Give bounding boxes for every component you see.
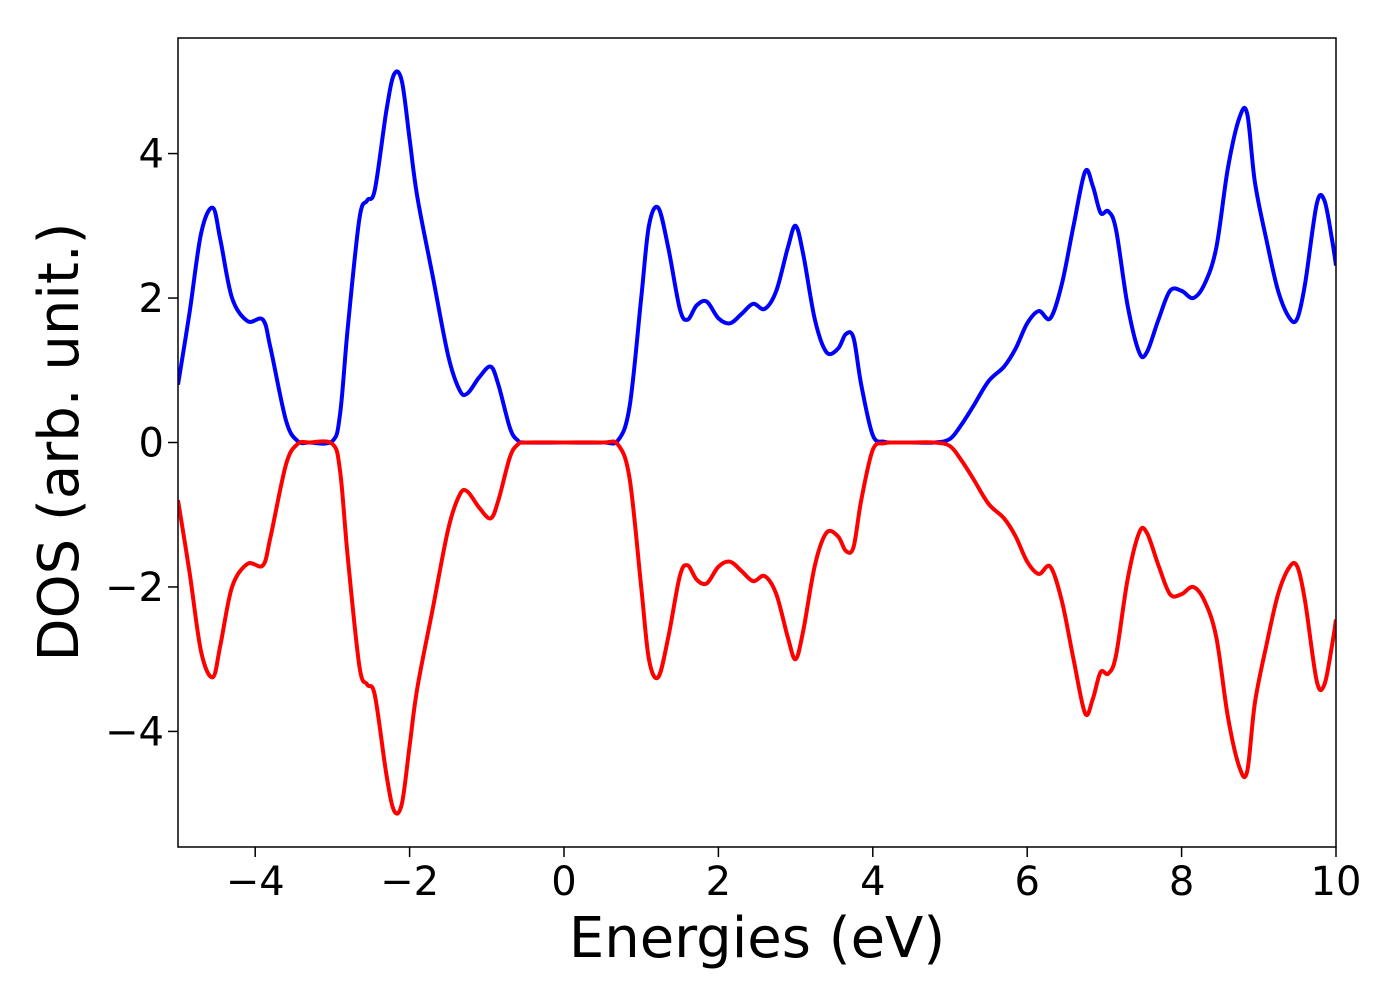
series-line-0 bbox=[178, 69, 1336, 446]
x-tick-label: 8 bbox=[1169, 859, 1194, 905]
y-axis: −4 −2 0 2 4 bbox=[105, 132, 178, 755]
plot-frame bbox=[177, 37, 1337, 848]
y-tick-label: 2 bbox=[139, 276, 164, 322]
x-tick-label: 2 bbox=[706, 859, 731, 905]
x-tick-label: 10 bbox=[1311, 859, 1362, 905]
x-axis-label: Energies (eV) bbox=[569, 906, 945, 971]
series-layer bbox=[178, 69, 1336, 816]
x-tick-label: −4 bbox=[226, 859, 285, 905]
y-tick-label: 0 bbox=[139, 421, 164, 467]
y-tick-label: 4 bbox=[139, 132, 164, 178]
y-axis-label: DOS (arb. unit.) bbox=[27, 222, 92, 661]
series-line-1 bbox=[178, 439, 1336, 816]
y-tick-label: −2 bbox=[105, 565, 164, 611]
y-tick-label: −4 bbox=[105, 709, 164, 755]
x-tick-label: 0 bbox=[551, 859, 576, 905]
x-tick-label: 6 bbox=[1014, 859, 1039, 905]
x-tick-label: 4 bbox=[860, 859, 885, 905]
x-tick-label: −2 bbox=[380, 859, 439, 905]
x-axis: −4 −2 0 2 4 6 8 10 bbox=[226, 847, 1362, 905]
